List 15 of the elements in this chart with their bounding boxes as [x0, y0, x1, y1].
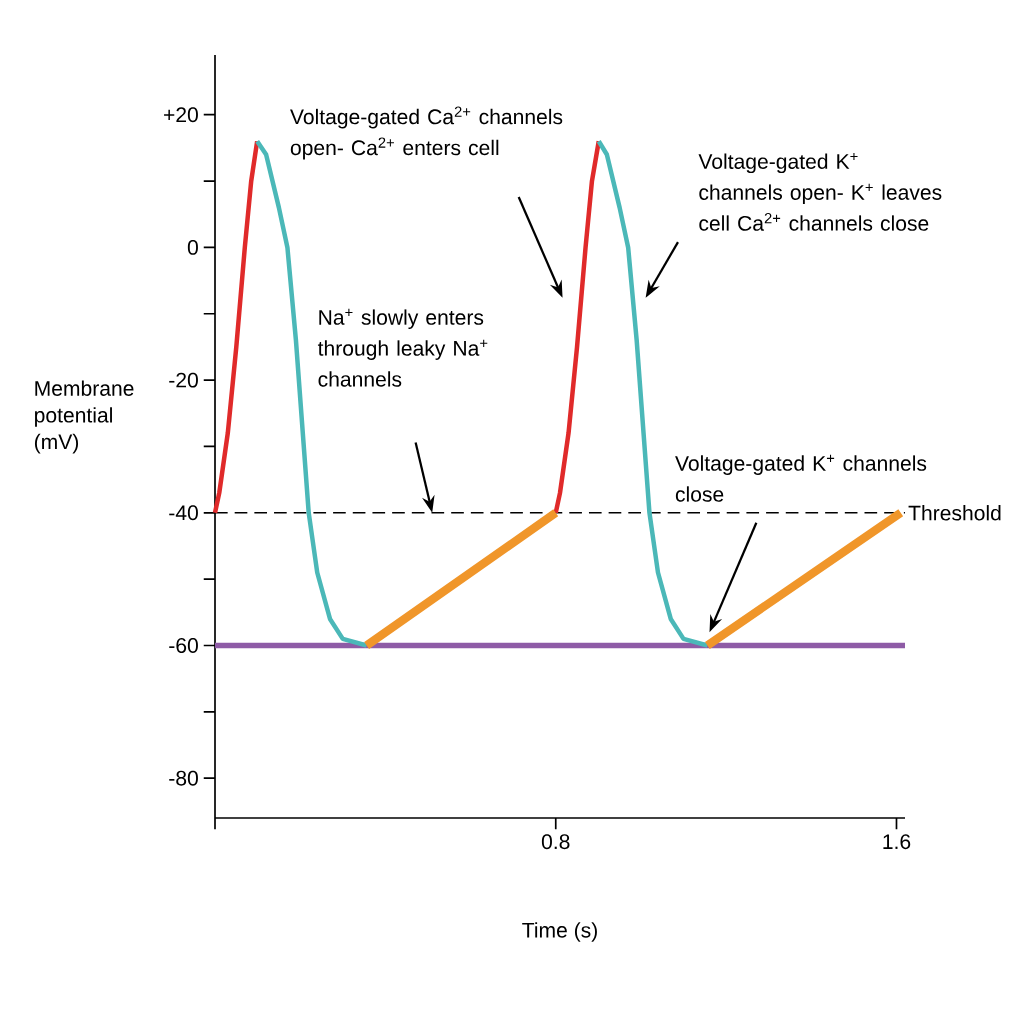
y-tick-label: -60	[169, 638, 198, 653]
y-tick-label: -80	[169, 770, 198, 786]
x-tick-label: 0.8	[541, 834, 570, 850]
y-tick-label: -20	[169, 372, 198, 388]
y-tick-label: -40	[169, 505, 198, 521]
text: Voltage-gated K$^{+}$ channels close	[675, 454, 927, 502]
y-tick-label: +20	[164, 107, 198, 123]
y-tick-label: 0	[187, 239, 198, 255]
x-axis-title: Time (s)	[522, 922, 597, 942]
x-tick-label: 1.6	[883, 834, 911, 850]
ref-line-label: Threshold	[908, 505, 1001, 521]
text: Voltage-gated K$^{+}$ channels open- K$^{+}$ leaves cell Ca$^{2+}$ channels close	[698, 152, 942, 231]
text: Na$^{+}$ slowly enters through leaky Na$^{+}$ channels	[317, 308, 488, 387]
y-axis-title: Membrane potential (mV)	[34, 380, 134, 454]
text: Voltage-gated Ca$^{2+}$ channels open- Ca$^{2+}$ enters cell	[290, 106, 563, 160]
